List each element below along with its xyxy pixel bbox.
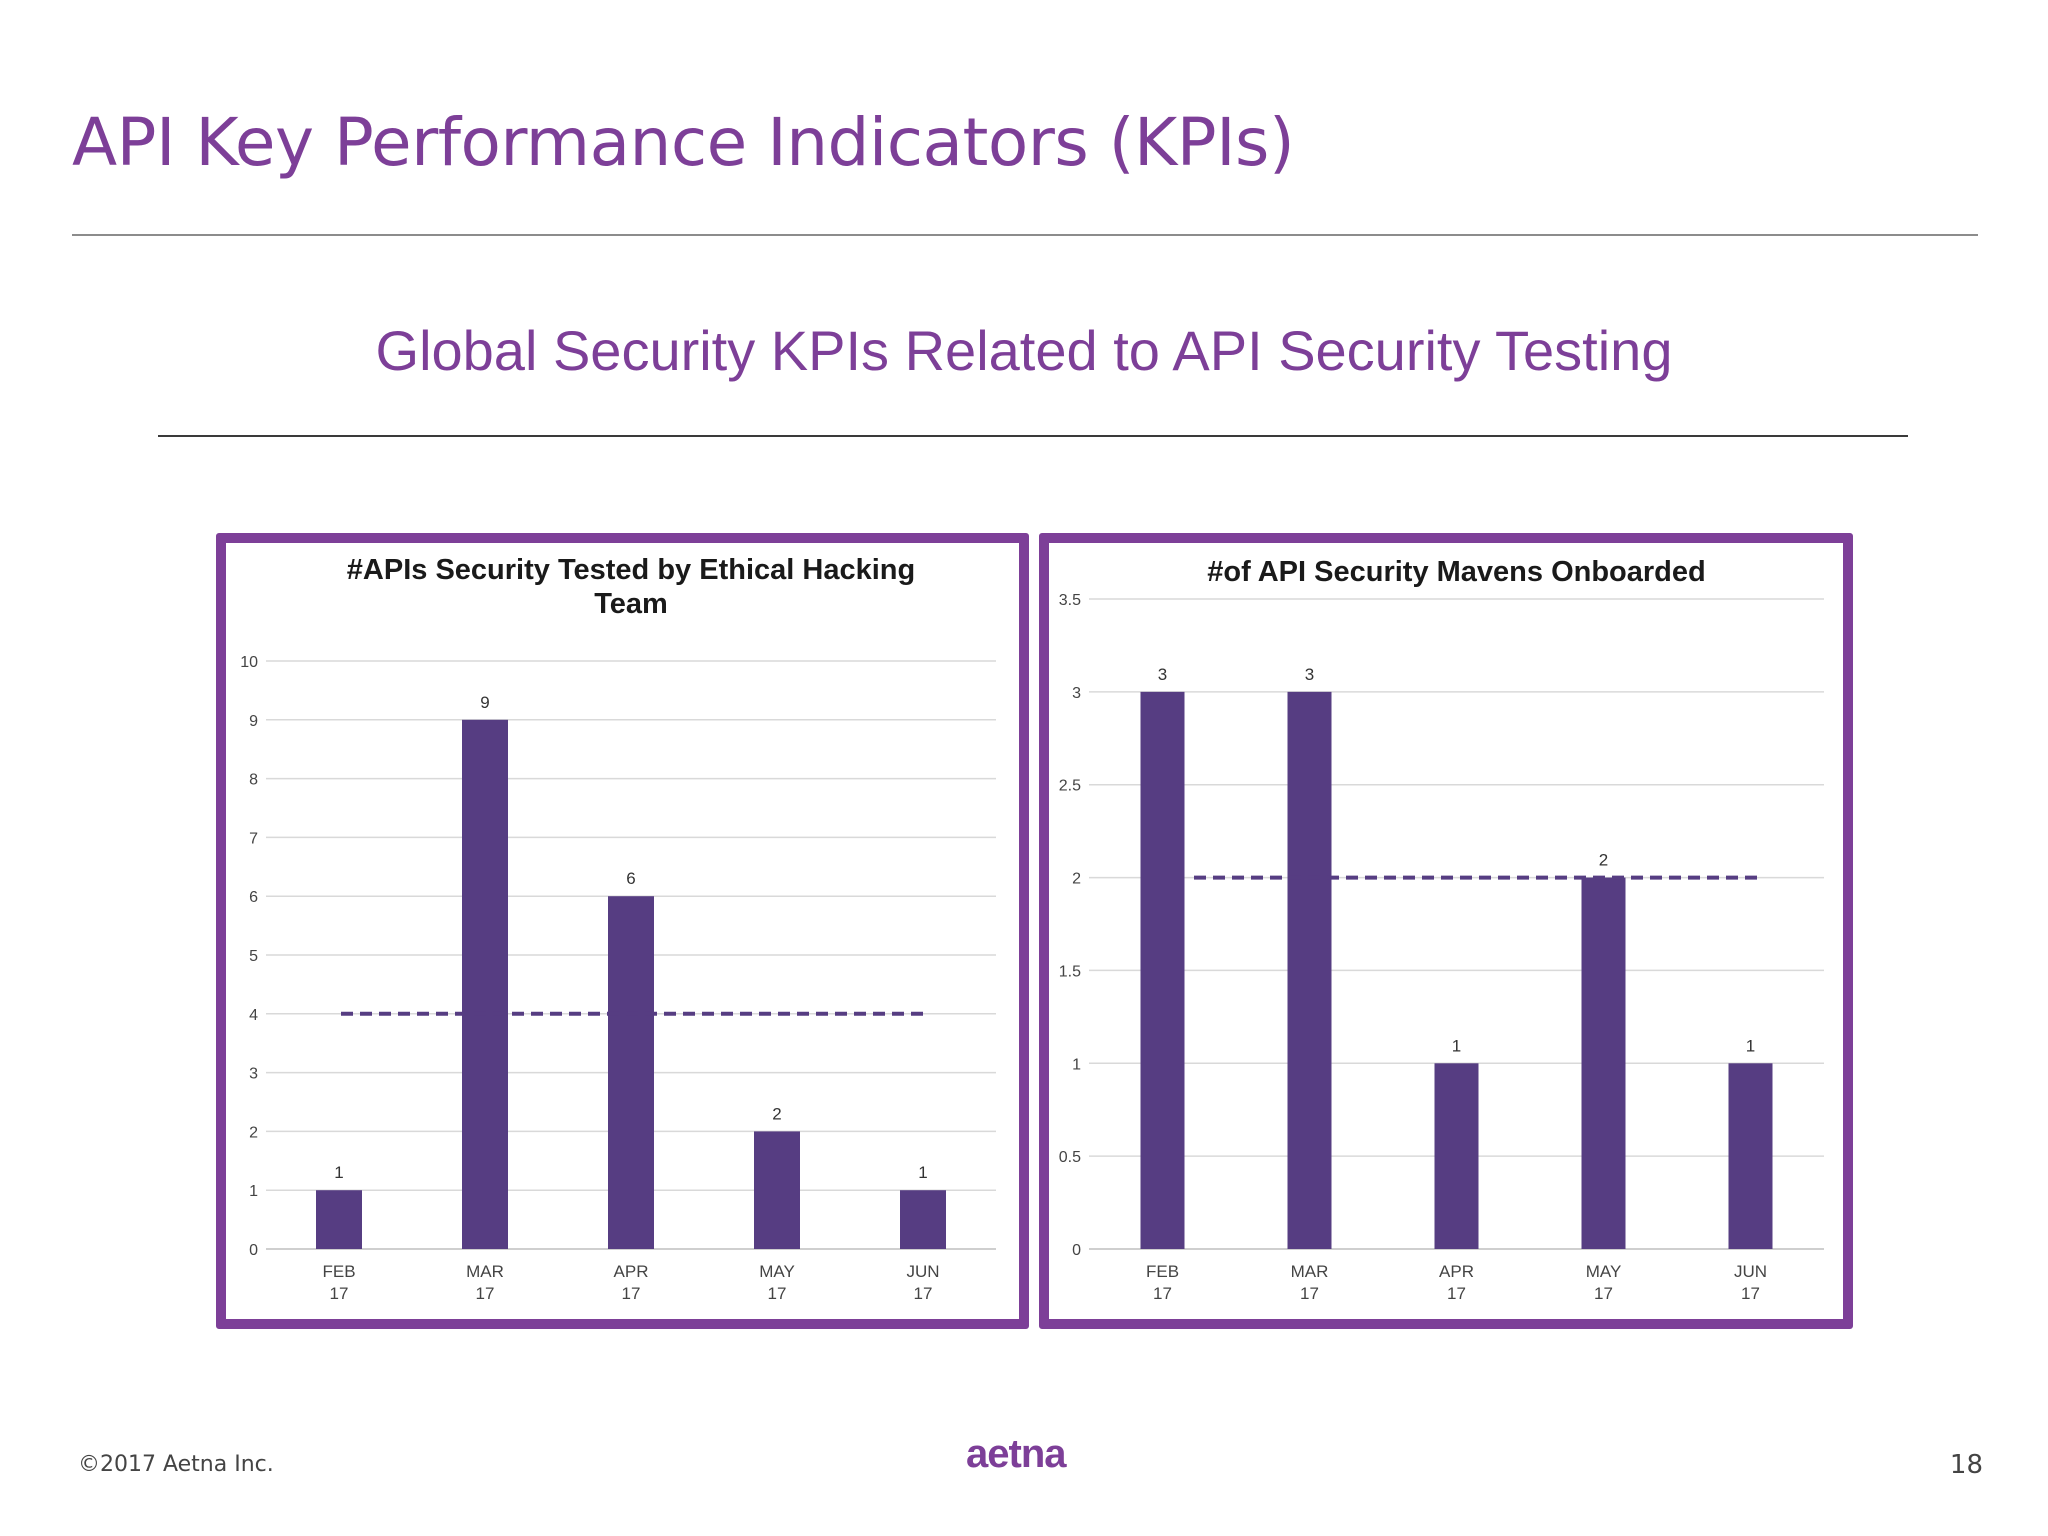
- chart-apis-tested: #APIs Security Tested by Ethical Hacking…: [240, 554, 996, 1303]
- y-tick-label: 3: [1072, 685, 1081, 702]
- subtitle-divider: [158, 435, 1908, 437]
- chart-mavens-onboarded: #of API Security Mavens Onboarded 0 0.5 1 1.…: [1059, 556, 1824, 1303]
- x-tick-label: 17: [768, 1284, 787, 1303]
- data-label: 1: [1746, 1036, 1755, 1055]
- x-tick-label: MAY: [1586, 1262, 1622, 1281]
- x-tick-label: APR: [614, 1262, 649, 1281]
- x-tick-label: MAR: [466, 1262, 504, 1281]
- y-tick-label: 3: [249, 1066, 258, 1083]
- bar-mar: [1287, 691, 1332, 1249]
- slide-title: API Key Performance Indicators (KPIs): [72, 104, 1295, 181]
- x-tick-label: FEB: [322, 1262, 355, 1281]
- bar-mar: [462, 719, 508, 1249]
- bar-apr: [608, 896, 654, 1249]
- chart-panel-mavens-onboarded: #of API Security Mavens Onboarded 0 0.5 1 1.…: [1039, 533, 1853, 1329]
- bar-jun: [1728, 1063, 1773, 1249]
- data-label: 1: [918, 1163, 927, 1182]
- y-tick-label: 2: [1072, 871, 1081, 888]
- y-tick-label: 1: [249, 1183, 258, 1200]
- data-label: 3: [1158, 665, 1167, 684]
- chart-title-line: #APIs Security Tested by Ethical Hacking: [347, 554, 915, 586]
- title-divider: [72, 234, 1978, 236]
- y-tick-label: 0: [249, 1242, 258, 1259]
- data-label: 2: [1599, 851, 1608, 870]
- footer-copyright: ©2017 Aetna Inc.: [78, 1452, 274, 1477]
- data-label: 1: [334, 1163, 343, 1182]
- chart-title-line: #of API Security Mavens Onboarded: [1207, 556, 1706, 588]
- bar-may: [754, 1131, 800, 1249]
- slide-subtitle: Global Security KPIs Related to API Secu…: [375, 319, 1673, 382]
- y-tick-label: 2.5: [1059, 778, 1081, 795]
- x-tick-label: FEB: [1146, 1262, 1179, 1281]
- x-tick-label: MAY: [759, 1262, 795, 1281]
- x-tick-label: 17: [476, 1284, 495, 1303]
- chart-panel-apis-tested: #APIs Security Tested by Ethical Hacking…: [216, 533, 1029, 1329]
- y-tick-label: 1: [1072, 1056, 1081, 1073]
- y-tick-label: 5: [249, 948, 258, 965]
- data-label: 2: [772, 1104, 781, 1123]
- x-tick-label: APR: [1439, 1262, 1474, 1281]
- x-tick-label: 17: [1153, 1284, 1172, 1303]
- x-tick-label: 17: [1447, 1284, 1466, 1303]
- x-tick-label: 17: [1594, 1284, 1613, 1303]
- x-tick-label: JUN: [906, 1262, 939, 1281]
- x-tick-label: 17: [1741, 1284, 1760, 1303]
- data-label: 9: [480, 693, 489, 712]
- bar-jun: [900, 1190, 946, 1249]
- aetna-logo: aetna: [966, 1432, 1066, 1476]
- y-tick-label: 3.5: [1059, 592, 1081, 609]
- y-tick-label: 0.5: [1059, 1149, 1081, 1166]
- x-tick-label: 17: [330, 1284, 349, 1303]
- bar-may: [1581, 877, 1626, 1249]
- x-tick-label: JUN: [1734, 1262, 1767, 1281]
- y-tick-label: 8: [249, 772, 258, 789]
- data-label: 3: [1305, 665, 1314, 684]
- page-number: 18: [1949, 1450, 1983, 1480]
- y-tick-label: 4: [249, 1007, 258, 1024]
- y-tick-label: 0: [1072, 1242, 1081, 1259]
- x-tick-label: 17: [622, 1284, 641, 1303]
- data-label: 6: [626, 869, 635, 888]
- y-tick-label: 6: [249, 889, 258, 906]
- x-tick-label: 17: [914, 1284, 933, 1303]
- y-tick-label: 1.5: [1059, 963, 1081, 980]
- data-label: 1: [1452, 1036, 1461, 1055]
- chart-title-line: Team: [594, 588, 668, 620]
- y-tick-label: 2: [249, 1124, 258, 1141]
- y-tick-label: 10: [240, 654, 258, 671]
- x-tick-label: 17: [1300, 1284, 1319, 1303]
- bar-feb: [1140, 691, 1185, 1249]
- y-tick-label: 7: [249, 830, 258, 847]
- y-tick-label: 9: [249, 713, 258, 730]
- x-tick-label: MAR: [1291, 1262, 1329, 1281]
- bar-apr: [1434, 1063, 1479, 1249]
- bar-feb: [316, 1190, 362, 1249]
